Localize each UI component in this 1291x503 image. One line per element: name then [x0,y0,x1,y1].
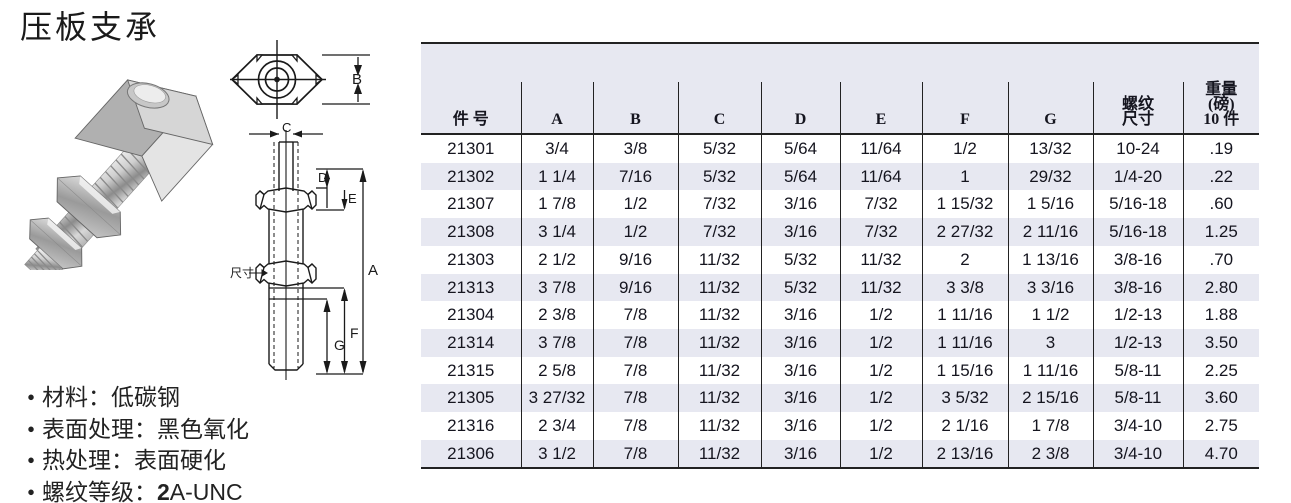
svg-text:B: B [352,71,362,88]
svg-text:F: F [350,325,359,341]
svg-text:G: G [334,337,345,353]
svg-text:A: A [368,262,378,279]
svg-text:D: D [318,170,327,185]
svg-text:E: E [348,191,357,206]
svg-text:C: C [282,120,291,135]
